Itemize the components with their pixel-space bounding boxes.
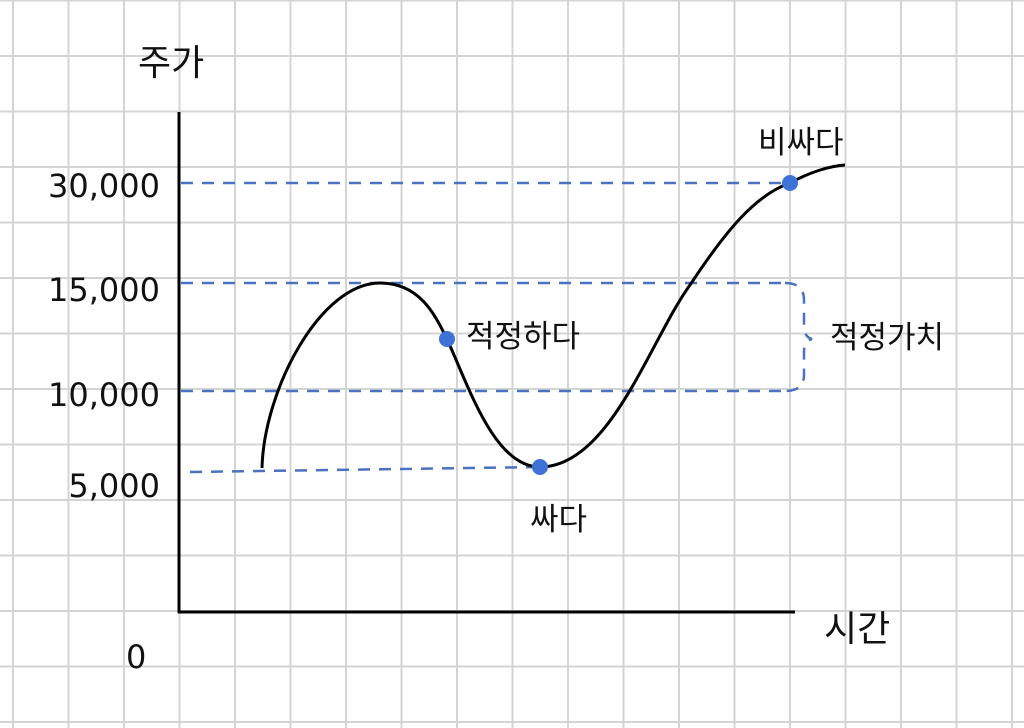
y-tick-15000: 15,000 bbox=[48, 271, 160, 309]
y-axis-label: 주가 bbox=[138, 43, 205, 84]
origin-label: 0 bbox=[126, 638, 147, 676]
fair-value-label: 적정가치 bbox=[830, 320, 945, 356]
cheap-label: 싸다 bbox=[530, 502, 588, 538]
fair-value-bracket bbox=[784, 281, 813, 393]
fair-point bbox=[439, 331, 455, 347]
y-tick-5000: 5,000 bbox=[68, 467, 160, 505]
y-tick-30000: 30,000 bbox=[48, 167, 160, 205]
fair-label: 적정하다 bbox=[466, 319, 581, 355]
x-axis-label: 시간 bbox=[824, 609, 891, 650]
cheap-point bbox=[532, 459, 548, 475]
guide-5000 bbox=[189, 465, 541, 474]
y-tick-10000: 10,000 bbox=[48, 376, 160, 414]
expensive-label: 비싸다 bbox=[758, 125, 844, 161]
price-curve bbox=[260, 163, 846, 469]
expensive-point bbox=[782, 175, 798, 191]
